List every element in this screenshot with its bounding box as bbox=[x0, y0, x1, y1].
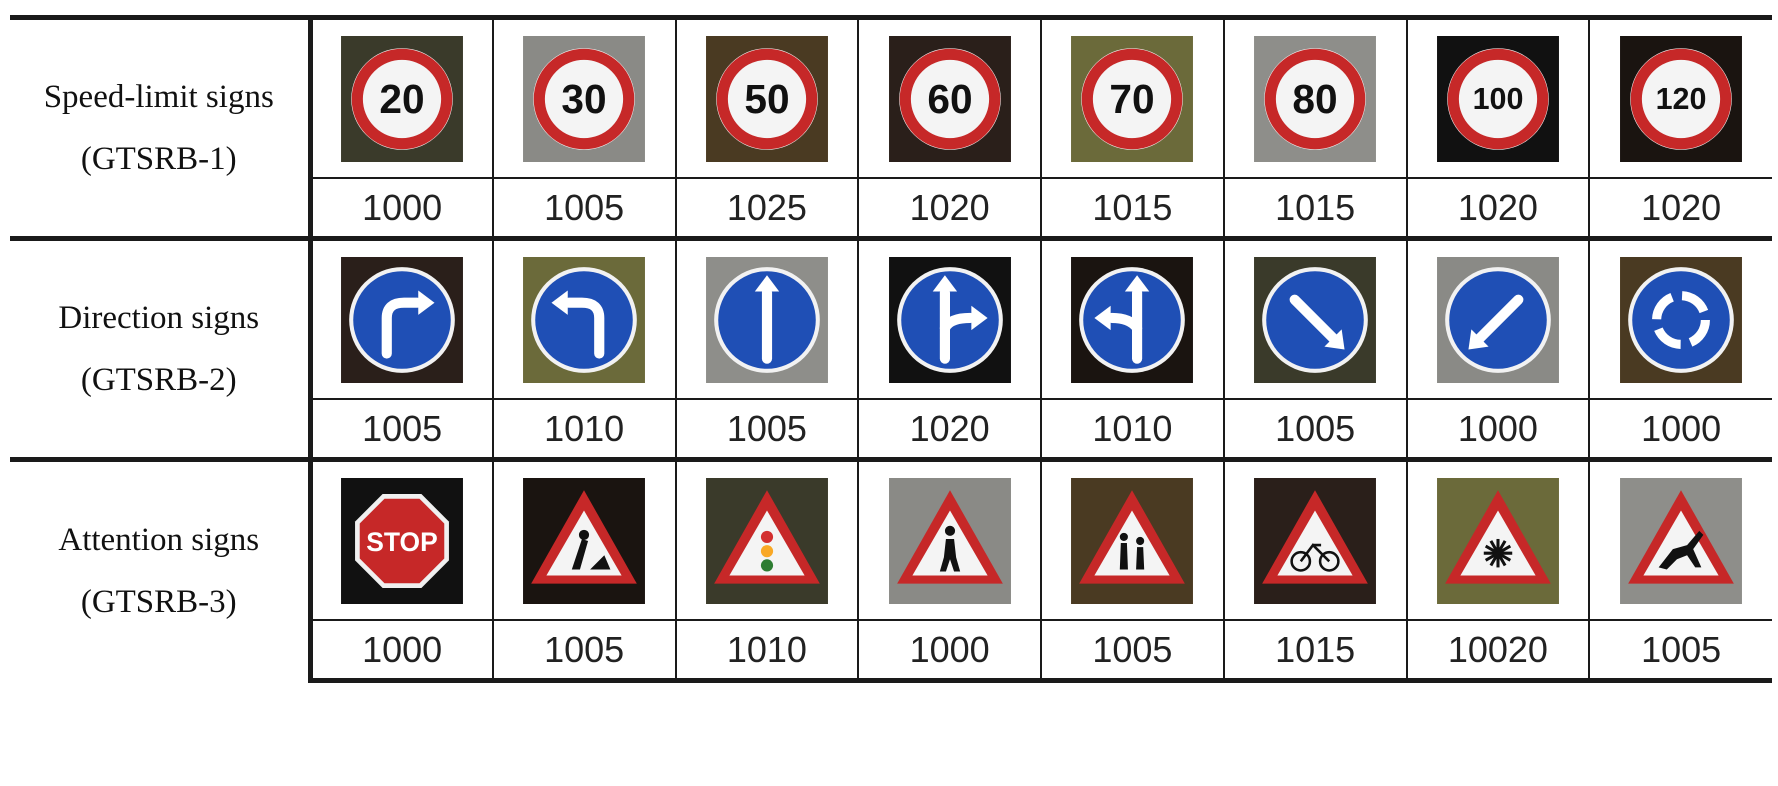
sample-count: 1000 bbox=[1588, 398, 1772, 460]
speed-limit-50-icon: 50 bbox=[702, 35, 832, 162]
svg-text:20: 20 bbox=[380, 76, 425, 122]
group-name: Direction signs bbox=[58, 300, 260, 336]
sign-dataset-table: Speed-limit signs (GTSRB-1) 20 30 50 60 70 80 10… bbox=[10, 15, 1772, 683]
sample-count: 1005 bbox=[491, 177, 676, 239]
svg-text:70: 70 bbox=[1110, 76, 1155, 122]
sample-count: 1015 bbox=[1040, 177, 1224, 239]
svg-text:120: 120 bbox=[1656, 82, 1707, 116]
sample-count: 1015 bbox=[1222, 619, 1407, 683]
svg-text:30: 30 bbox=[562, 76, 607, 122]
svg-text:100: 100 bbox=[1472, 82, 1523, 116]
sign-image-cell: 20 bbox=[310, 15, 493, 178]
sign-image-cell: 60 bbox=[857, 15, 1041, 178]
group-dataset: (GTSRB-3) bbox=[80, 584, 237, 621]
sign-image-cell bbox=[1222, 236, 1407, 399]
sample-count: 1005 bbox=[674, 398, 859, 460]
sign-image-cell bbox=[857, 457, 1041, 620]
sample-count: 1025 bbox=[674, 177, 859, 239]
sample-count: 1010 bbox=[1040, 398, 1224, 460]
roundabout-icon bbox=[1616, 256, 1746, 383]
keep-left-icon bbox=[1433, 256, 1563, 383]
keep-right-icon bbox=[1250, 256, 1380, 383]
sign-image-cell bbox=[491, 457, 676, 620]
sign-image-cell: 100 bbox=[1405, 15, 1590, 178]
sample-count: 1015 bbox=[1222, 177, 1407, 239]
turn-right-ahead-icon bbox=[337, 256, 467, 383]
ice-snow-icon bbox=[1433, 477, 1563, 604]
image-row: Speed-limit signs (GTSRB-1) 20 30 50 60 70 80 10… bbox=[10, 15, 1772, 239]
sample-count: 1005 bbox=[491, 619, 676, 683]
sample-count: 1005 bbox=[1222, 398, 1407, 460]
sample-count: 1020 bbox=[857, 398, 1041, 460]
sign-image-cell: 30 bbox=[491, 15, 676, 178]
sample-count: 1005 bbox=[309, 398, 493, 460]
speed-limit-80-icon: 80 bbox=[1250, 35, 1380, 162]
sign-image-cell bbox=[310, 236, 493, 399]
sign-image-cell: 70 bbox=[1040, 15, 1224, 178]
pedestrians-icon bbox=[885, 477, 1015, 604]
image-row: Attention signs (GTSRB-3) STOP bbox=[10, 457, 1772, 681]
group-dataset: (GTSRB-2) bbox=[80, 362, 237, 398]
sign-image-cell bbox=[491, 236, 676, 399]
speed-limit-120-icon: 120 bbox=[1616, 35, 1746, 162]
children-crossing-icon bbox=[1067, 477, 1197, 604]
group-name: Attention signs bbox=[58, 522, 260, 559]
sign-image-cell: 80 bbox=[1222, 15, 1407, 178]
stop-sign-icon: STOP bbox=[337, 477, 467, 604]
sample-count: 1010 bbox=[491, 398, 676, 460]
sign-image-cell bbox=[1040, 236, 1224, 399]
sign-image-cell bbox=[1405, 457, 1590, 620]
sign-image-cell bbox=[1222, 457, 1407, 620]
sign-image-cell: STOP bbox=[310, 457, 493, 620]
count-row: 1005 1010 1005 1020 1010 1005 1000 1000 bbox=[10, 398, 1772, 460]
sign-image-cell bbox=[1405, 236, 1590, 399]
sign-image-cell bbox=[857, 236, 1041, 399]
svg-text:80: 80 bbox=[1293, 76, 1338, 122]
bicycles-crossing-icon bbox=[1250, 477, 1380, 604]
go-straight-or-right-icon bbox=[885, 256, 1015, 383]
svg-text:STOP: STOP bbox=[366, 527, 437, 557]
svg-text:60: 60 bbox=[927, 76, 972, 122]
traffic-signals-icon bbox=[702, 477, 832, 604]
sign-image-cell bbox=[1588, 457, 1772, 620]
ahead-only-icon bbox=[702, 256, 832, 383]
sample-count: 1000 bbox=[309, 177, 493, 239]
sample-count: 1005 bbox=[1040, 619, 1224, 683]
image-row: Direction signs (GTSRB-2) bbox=[10, 236, 1772, 460]
sample-count: 1020 bbox=[857, 177, 1041, 239]
wild-animals-crossing-icon bbox=[1616, 477, 1746, 604]
turn-left-ahead-icon bbox=[519, 256, 649, 383]
sign-image-cell bbox=[674, 457, 859, 620]
group-label: Direction signs (GTSRB-2) bbox=[10, 236, 313, 460]
road-work-icon bbox=[519, 477, 649, 604]
sample-count: 10020 bbox=[1405, 619, 1590, 683]
count-row: 1000 1005 1025 1020 1015 1015 1020 1020 bbox=[10, 177, 1772, 239]
sample-count: 1020 bbox=[1405, 177, 1590, 239]
group-label: Attention signs (GTSRB-3) bbox=[10, 457, 313, 681]
sample-count: 1000 bbox=[857, 619, 1041, 683]
sample-count: 1000 bbox=[1405, 398, 1590, 460]
sample-count: 1000 bbox=[309, 619, 493, 683]
group-dataset: (GTSRB-1) bbox=[80, 141, 237, 177]
sample-count: 1005 bbox=[1588, 619, 1772, 683]
sign-image-cell bbox=[1040, 457, 1224, 620]
sample-count: 1020 bbox=[1588, 177, 1772, 239]
speed-limit-60-icon: 60 bbox=[885, 35, 1015, 162]
sign-image-cell: 50 bbox=[674, 15, 859, 178]
group-name: Speed-limit signs bbox=[43, 79, 274, 115]
speed-limit-20-icon: 20 bbox=[337, 35, 467, 162]
go-straight-or-left-icon bbox=[1067, 256, 1197, 383]
speed-limit-70-icon: 70 bbox=[1067, 35, 1197, 162]
sign-image-cell bbox=[1588, 236, 1772, 399]
sign-image-cell bbox=[674, 236, 859, 399]
group-label: Speed-limit signs (GTSRB-1) bbox=[10, 15, 313, 239]
sign-image-cell: 120 bbox=[1588, 15, 1772, 178]
count-row: 1000 1005 1010 1000 1005 1015 10020 1005 bbox=[10, 619, 1772, 683]
speed-limit-30-icon: 30 bbox=[519, 35, 649, 162]
speed-limit-100-icon: 100 bbox=[1433, 35, 1563, 162]
sample-count: 1010 bbox=[674, 619, 859, 683]
svg-text:50: 50 bbox=[744, 76, 789, 122]
